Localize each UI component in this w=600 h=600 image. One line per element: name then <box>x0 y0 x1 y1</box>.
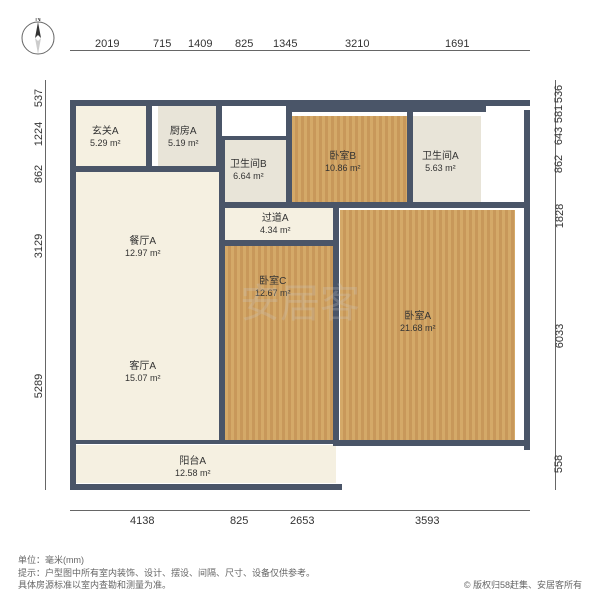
wall <box>219 240 225 440</box>
dim-right-6: 558 <box>553 455 565 473</box>
wall <box>70 100 76 490</box>
wall <box>219 202 529 208</box>
floor-plan: 玄关A5.29 m² 厨房A5.19 m² 卫生间B6.64 m² 卧室B10.… <box>70 80 530 490</box>
dim-top-4: 1345 <box>273 38 297 50</box>
dim-left-0: 537 <box>33 89 45 107</box>
dim-right-5: 6033 <box>554 324 566 348</box>
dim-left-2: 862 <box>33 165 45 183</box>
label-bath-b: 卫生间B6.64 m² <box>230 158 267 183</box>
dim-right-0: 536 <box>553 85 565 103</box>
dim-line-top <box>70 50 530 51</box>
wall <box>524 110 530 450</box>
wall <box>70 166 222 172</box>
dim-top-1: 715 <box>153 38 171 50</box>
dim-right-2: 643 <box>553 127 565 145</box>
dim-left-1: 1224 <box>33 122 45 146</box>
wall <box>286 100 486 112</box>
label-corridor: 过道A4.34 m² <box>260 212 291 237</box>
dim-top-3: 825 <box>235 38 253 50</box>
label-dining: 餐厅A12.97 m² <box>125 235 161 260</box>
dim-right-4: 1828 <box>554 204 566 228</box>
footer-copyright: © 版权归58赶集、安居客所有 <box>464 579 582 592</box>
dim-top-0: 2019 <box>95 38 119 50</box>
wall <box>70 484 342 490</box>
label-bedroom-b: 卧室B10.86 m² <box>325 150 361 175</box>
label-bedroom-a: 卧室A21.68 m² <box>400 310 436 335</box>
dim-bot-0: 4138 <box>130 515 154 527</box>
wall <box>219 136 225 246</box>
wall <box>333 206 339 446</box>
dim-left-3: 3129 <box>33 234 45 258</box>
label-balcony: 阳台A12.58 m² <box>175 455 211 480</box>
label-entrance: 玄关A5.29 m² <box>90 125 121 150</box>
wall <box>407 110 413 206</box>
compass-icon: N <box>18 18 58 58</box>
dim-top-5: 3210 <box>345 38 369 50</box>
svg-text:N: N <box>35 18 41 23</box>
dim-bot-3: 3593 <box>415 515 439 527</box>
label-bath-a: 卫生间A5.63 m² <box>422 150 459 175</box>
dim-right-1: 581 <box>553 105 565 123</box>
wall <box>70 440 340 444</box>
dim-top-6: 1691 <box>445 38 469 50</box>
dim-top-2: 1409 <box>188 38 212 50</box>
wall <box>335 440 530 446</box>
dim-bot-1: 825 <box>230 515 248 527</box>
footer-unit: 单位：毫米(mm) <box>18 554 582 567</box>
label-kitchen: 厨房A5.19 m² <box>168 125 199 150</box>
wall <box>219 240 339 246</box>
label-bedroom-c: 卧室C12.67 m² <box>255 275 291 300</box>
wall <box>219 136 289 140</box>
dim-bot-2: 2653 <box>290 515 314 527</box>
wall <box>146 100 152 170</box>
wall <box>286 110 292 206</box>
dim-right-3: 862 <box>553 155 565 173</box>
label-living: 客厅A15.07 m² <box>125 360 161 385</box>
footer: 单位：毫米(mm) 提示：户型图中所有室内装饰、设计、摆设、间隔、尺寸、设备仅供… <box>18 554 582 592</box>
dim-line-bottom <box>70 510 530 511</box>
dim-left-4: 5289 <box>33 374 45 398</box>
wall <box>70 440 76 490</box>
